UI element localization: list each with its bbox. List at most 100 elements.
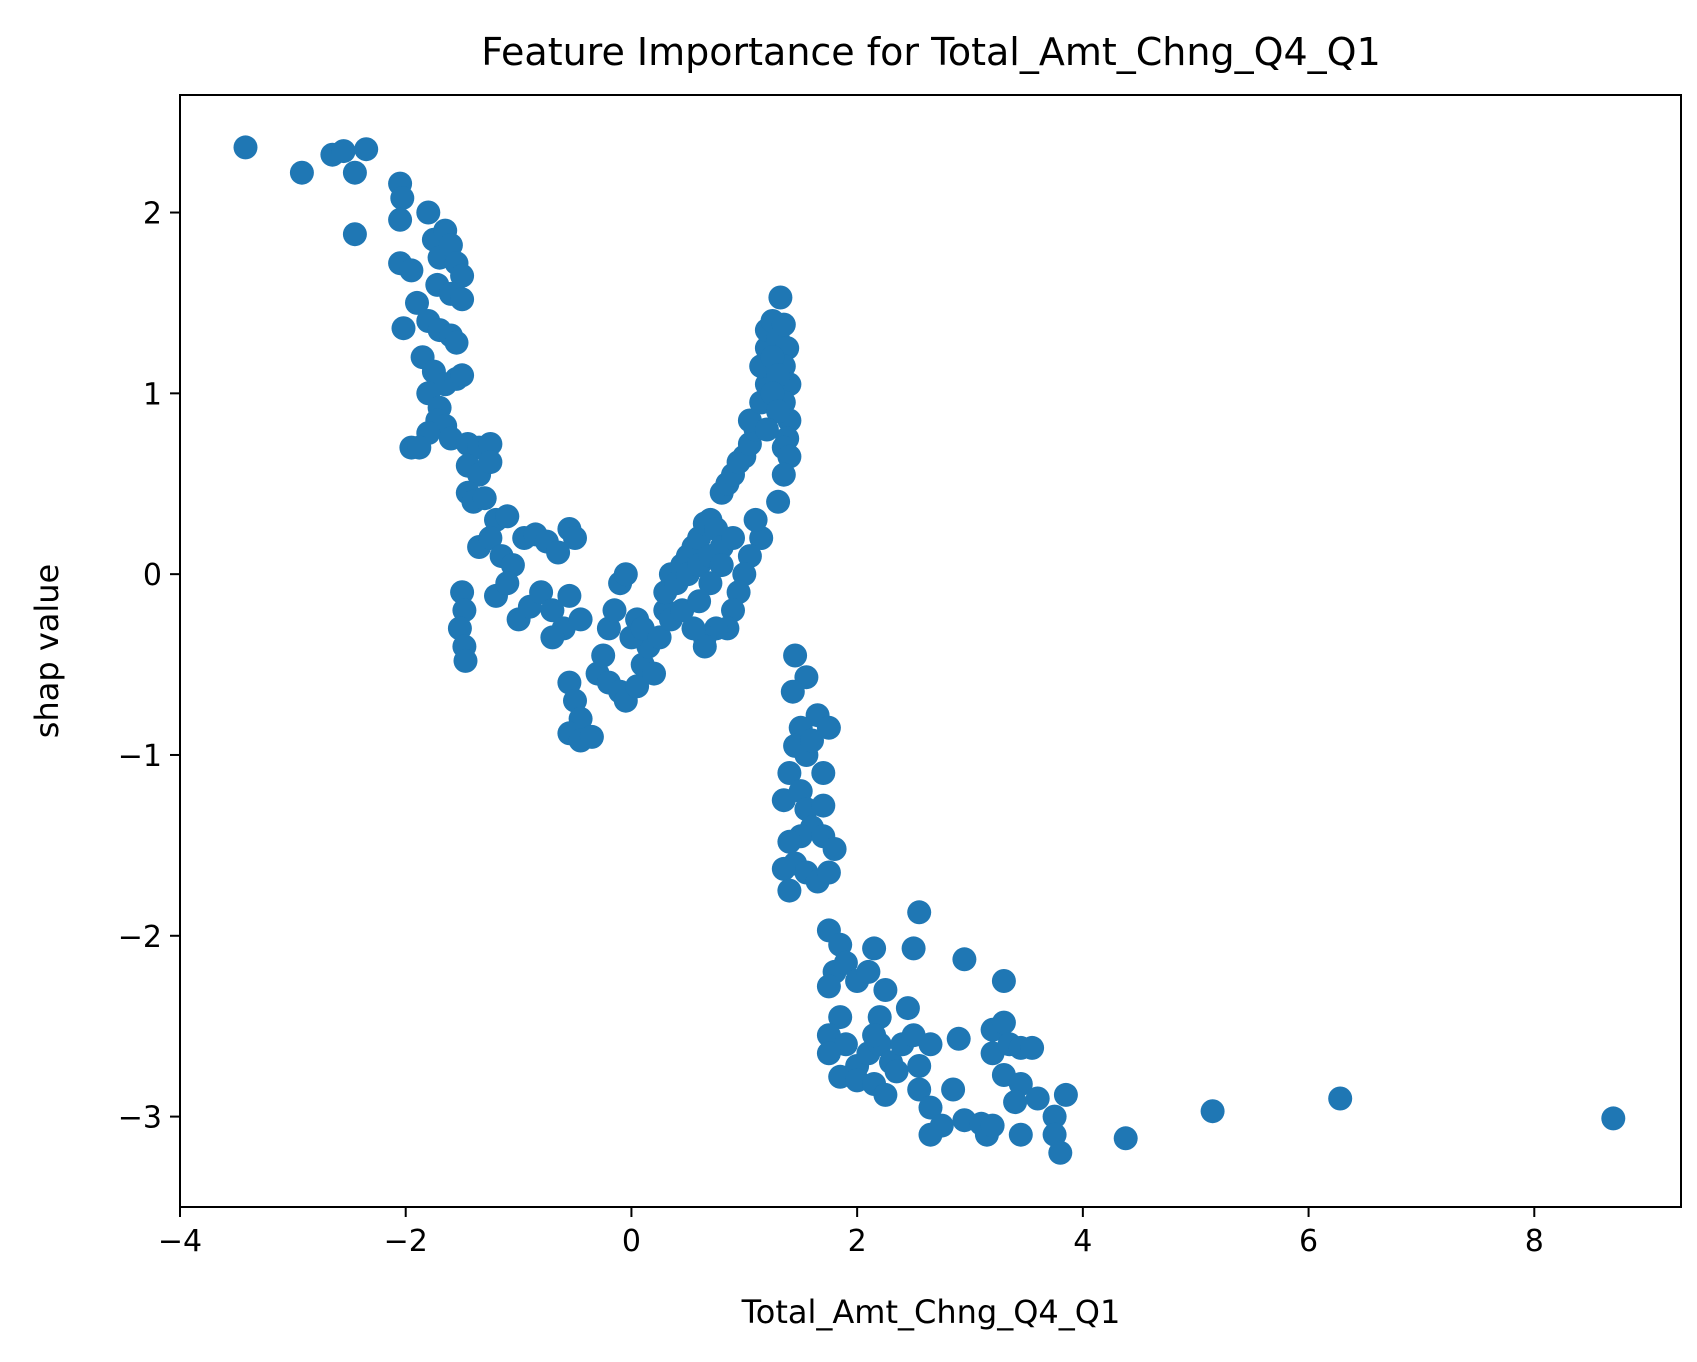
scatter-point [596,616,621,641]
scatter-point [754,417,779,442]
scatter-point [233,135,258,160]
scatter-point [602,598,627,623]
scatter-point [563,526,587,550]
scatter-point [450,287,475,312]
scatter-point [540,625,565,650]
scatter-point [399,258,424,283]
scatter-point [811,761,836,785]
scatter-point [760,381,785,406]
scatter-point [721,526,745,550]
scatter-point [687,589,712,614]
scatter-point [771,312,796,337]
scatter-point [816,860,841,885]
scatter-point [1328,1086,1353,1111]
scatter-point [991,1010,1016,1035]
scatter-point [777,878,802,903]
y-tick-label: 0 [143,558,162,593]
scatter-point [771,462,796,487]
scatter-point [1008,1072,1033,1096]
scatter-point [907,1077,932,1102]
scatter-point [816,1041,841,1066]
scatter-point [613,562,638,587]
x-tick-label: 8 [1525,1224,1544,1259]
scatter-point [416,200,441,225]
scatter-point [452,598,477,623]
scatter-point [529,580,554,605]
scatter-point [407,435,432,460]
chart-title: Feature Importance for Total_Amt_Chng_Q4… [481,30,1381,74]
scatter-point [833,950,858,975]
scatter-point [980,1113,1005,1138]
y-tick-label: −3 [118,1101,162,1136]
x-axis-title: Total_Amt_Chng_Q4_Q1 [741,1293,1121,1331]
scatter-point [642,661,666,686]
scatter-point [884,1059,909,1084]
scatter-point [388,207,413,232]
scatter-point [354,137,379,162]
y-tick-label: −2 [118,920,162,955]
scatter-point [1113,1126,1138,1151]
scatter-point [777,829,802,854]
scatter-point [563,688,587,713]
scatter-point [816,715,841,740]
scatter-point [444,330,469,355]
scatter-point [816,974,841,999]
scatter-point [557,670,582,695]
scatter-points [233,135,1626,1165]
y-tick-label: −1 [118,739,162,774]
scatter-point [946,1026,971,1051]
scatter-point [478,450,503,475]
scatter-point [1200,1099,1225,1124]
x-axis-ticks: −4 −2 0 2 4 6 8 [158,1207,1544,1259]
scatter-point [450,580,475,605]
scatter-point [777,444,802,469]
scatter-point [438,233,463,258]
scatter-point [472,486,497,511]
scatter-point [405,290,429,315]
scatter-point [1003,1090,1028,1115]
scatter-point [901,936,926,961]
scatter-point [783,643,808,668]
scatter-point [495,504,520,529]
scatter-point [625,674,650,699]
scatter-point [450,363,475,388]
scatter-point [453,648,478,673]
scatter-point [822,837,847,861]
scatter-point [1048,1140,1073,1165]
plot-area-frame [179,94,1682,1208]
scatter-point [873,978,898,1002]
scatter-point [1042,1122,1067,1147]
scatter-point [811,793,836,818]
scatter-point [918,1122,943,1147]
scatter-point [540,598,565,623]
scatter-point [918,1032,943,1057]
scatter-point [828,932,853,957]
y-axis-title: shap value [28,564,66,738]
x-tick-label: 6 [1299,1224,1318,1259]
scatter-point [800,728,824,753]
scatter-point [391,316,416,341]
scatter-point [721,598,745,623]
x-tick-label: 0 [622,1224,641,1259]
scatter-point [856,959,881,984]
scatter-point [862,1023,887,1048]
scatter-point [1042,1104,1067,1129]
scatter-point [918,1095,943,1120]
x-tick-label: −4 [158,1224,202,1259]
scatter-point [788,779,813,804]
scatter-point [342,222,367,247]
x-tick-label: −2 [384,1224,428,1259]
scatter-point [768,285,793,310]
scatter-point [331,139,356,164]
x-tick-label: 4 [1073,1224,1092,1259]
scatter-point [568,607,593,632]
scatter-point [1025,1086,1050,1111]
scatter-point [766,399,791,424]
scatter-point [692,634,717,659]
scatter-point [828,1005,853,1030]
scatter-point [941,1077,966,1102]
scatter-point [546,540,571,565]
y-axis-ticks: −3 −2 −1 0 1 2 [118,197,180,1136]
